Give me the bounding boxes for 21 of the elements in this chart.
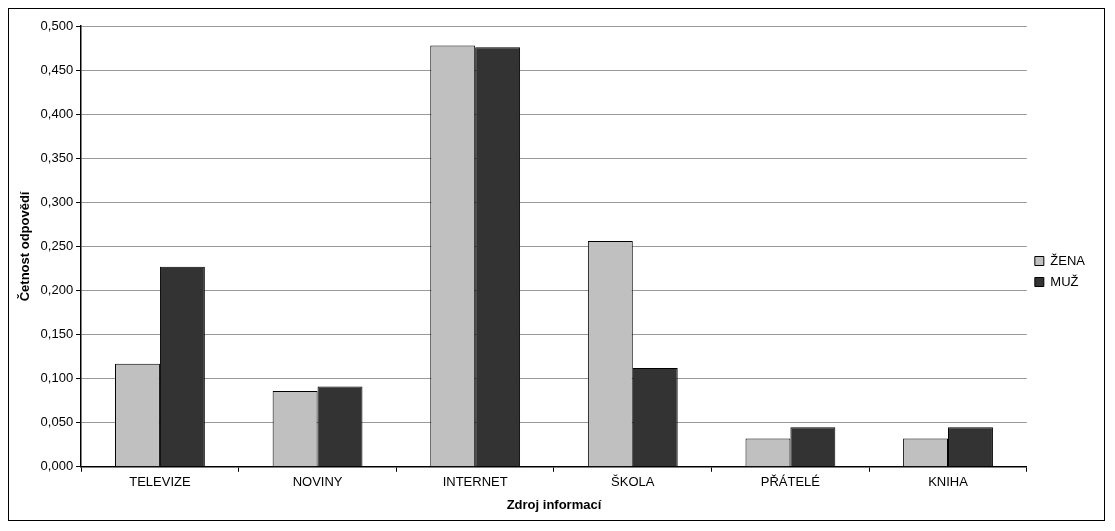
y-axis-title: Četnost odpovědí [17,191,33,302]
x-tick-label: ŠKOLA [611,474,655,490]
y-tick-label: 0,100 [40,370,74,386]
y-tick-label: 0,000 [40,458,74,474]
legend-label: MUŽ [1050,273,1079,289]
y-tick-label: 0,300 [40,193,74,209]
x-tick-label: KNIHA [928,474,969,490]
y-tick-label: 0,450 [40,61,74,77]
legend-label: ŽENA [1050,252,1086,268]
y-tick-label: 0,500 [40,17,74,33]
x-tick-label: NOVINY [292,474,343,490]
x-tick-label: INTERNET [442,474,508,490]
y-tick-label: 0,200 [40,282,74,298]
x-tick-label: PŘÁTELÉ [760,474,821,490]
x-axis-title: Zdroj informací [506,496,602,512]
y-tick-label: 0,150 [40,326,74,342]
y-tick-label: 0,050 [40,414,74,430]
x-tick-label: TELEVIZE [129,474,191,490]
y-tick-label: 0,350 [40,149,74,165]
y-tick-label: 0,400 [40,105,74,121]
y-tick-label: 0,250 [40,237,74,253]
